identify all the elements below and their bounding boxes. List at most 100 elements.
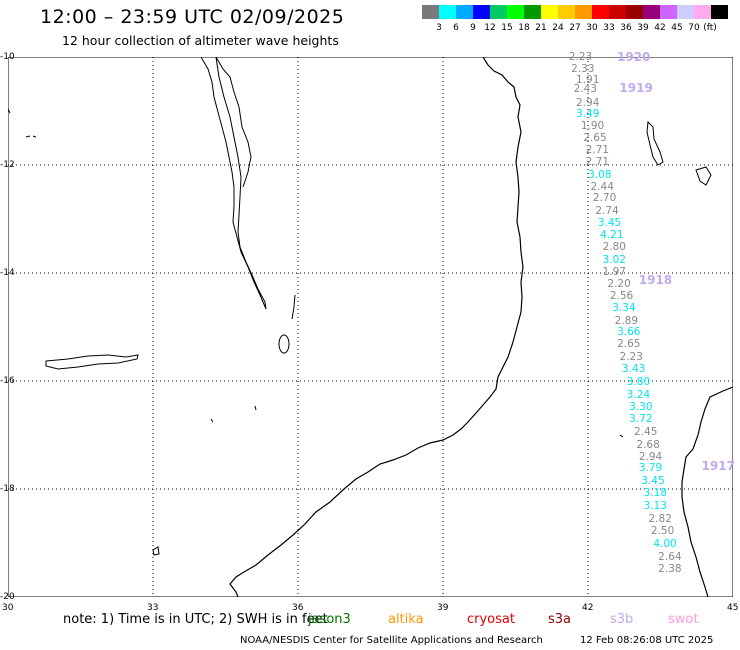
swh-value: 2.71	[585, 156, 610, 169]
map-title: 12:00 – 23:59 UTC 02/09/2025	[40, 6, 345, 28]
swh-value: 2.65	[617, 338, 641, 351]
legend-swatch	[626, 5, 643, 19]
latitude-label: -14	[0, 268, 15, 278]
generation-timestamp: 12 Feb 08:26:08 UTC 2025	[580, 635, 714, 646]
swh-value: 3.79	[638, 462, 663, 475]
latitude-label: -10	[0, 52, 15, 62]
swh-value: 3.08	[588, 168, 612, 181]
latitude-label: -18	[0, 484, 15, 494]
legend-swatch	[456, 5, 473, 19]
swh-value: 3.18	[643, 487, 668, 500]
madagascar-coastline	[681, 386, 733, 597]
legend-label: 3	[436, 23, 442, 33]
map-subtitle: 12 hour collection of altimeter wave hei…	[62, 33, 339, 48]
satellite-s3a: s3a	[548, 612, 572, 627]
longitude-label: 33	[147, 603, 159, 613]
footer-note: note: 1) Time is in UTC; 2) SWH is in fe…	[63, 612, 328, 627]
lake-malawi-east-shore	[215, 57, 252, 188]
satellite-swot: swot	[668, 612, 699, 627]
coastal-islet	[619, 434, 624, 438]
swh-value: 2.94	[638, 450, 663, 463]
swh-value: 2.80	[602, 241, 626, 254]
swh-value: 2.23	[568, 51, 593, 63]
swh-value: 2.94	[576, 96, 600, 109]
swh-value: 3.13	[643, 500, 668, 513]
lake-chiuta	[291, 294, 296, 320]
pass-id-label: 1918	[638, 273, 673, 288]
legend-label: 24	[552, 23, 564, 33]
swh-value: 2.44	[590, 180, 614, 193]
legend-swatch	[422, 5, 439, 19]
swh-value: 2.45	[634, 426, 658, 439]
swh-value: 4.21	[600, 229, 624, 242]
swh-value: 3.43	[621, 363, 646, 376]
longitude-label: 45	[727, 603, 739, 613]
swh-value: 1.90	[580, 120, 605, 133]
pass-id-label: 1919	[619, 81, 653, 96]
swh-value: 3.30	[629, 400, 653, 413]
swh-value: 2.74	[595, 204, 619, 217]
grande-comore-island	[646, 120, 664, 166]
legend-label: 39	[637, 23, 649, 33]
legend-label: 15	[501, 23, 513, 33]
lake-mweru-marks	[8, 108, 37, 138]
swh-value: 2.56	[609, 289, 634, 302]
swh-value: 3.80	[626, 376, 651, 389]
legend-swatch	[609, 5, 626, 19]
legend-unit: (ft)	[703, 23, 717, 33]
swh-value: 2.38	[658, 562, 682, 575]
legend-label: 70	[688, 23, 700, 33]
legend-swatch	[711, 5, 728, 19]
longitude-label: 39	[437, 603, 449, 613]
legend-swatch	[473, 5, 490, 19]
legend-label: 21	[535, 23, 547, 33]
longitude-label: 30	[2, 603, 14, 613]
legend-swatch	[660, 5, 677, 19]
pass-id-label: 1917	[701, 459, 735, 474]
africa-coastline	[229, 57, 524, 597]
legend-swatch	[694, 5, 711, 19]
swh-value: 2.43	[573, 83, 597, 96]
legend-label: 30	[586, 23, 598, 33]
legend-swatch	[575, 5, 592, 19]
legend-swatch	[558, 5, 575, 19]
swh-value: 3.02	[602, 253, 626, 266]
longitude-label: 42	[582, 603, 594, 613]
legend-swatch	[592, 5, 609, 19]
lake-bangweulu	[45, 354, 139, 370]
legend-label: 12	[484, 23, 496, 33]
legend-label: 33	[603, 23, 615, 33]
satellite-cryosat: cryosat	[467, 612, 515, 627]
satellite-jason3: jason3	[308, 612, 351, 627]
swh-value: 2.20	[607, 277, 631, 290]
legend-label: 9	[470, 23, 476, 33]
graticule	[8, 57, 733, 597]
swh-value: 3.45	[597, 217, 622, 230]
swh-value: 2.65	[583, 132, 607, 144]
swh-value: 2.71	[585, 143, 610, 156]
swh-value: 2.82	[648, 512, 672, 525]
anjouan-island	[695, 166, 712, 186]
pass-id-label: 1920	[617, 50, 651, 65]
swh-value: 2.89	[614, 314, 639, 327]
swh-value: 3.45	[641, 474, 665, 487]
legend-label: 18	[518, 23, 530, 33]
legend-swatch	[507, 5, 524, 19]
swh-value: 1.97	[602, 265, 626, 278]
legend-label: 6	[453, 23, 459, 33]
legend-swatch	[490, 5, 507, 19]
swh-value: 3.72	[629, 412, 653, 425]
swh-value: 3.34	[612, 302, 636, 315]
legend-swatch	[541, 5, 558, 19]
satellite-altika: altika	[388, 612, 424, 627]
legend-swatch	[524, 5, 541, 19]
legend-swatch	[643, 5, 660, 19]
swh-value: 2.68	[636, 438, 660, 451]
lake-chilwa	[278, 334, 290, 354]
swh-value: 2.33	[571, 62, 595, 75]
lake-malawi-outline	[200, 57, 267, 310]
inland-lake-mark	[210, 405, 257, 423]
swh-value: 2.23	[619, 350, 643, 363]
legend-swatch	[439, 5, 456, 19]
legend-label: 27	[569, 23, 581, 33]
